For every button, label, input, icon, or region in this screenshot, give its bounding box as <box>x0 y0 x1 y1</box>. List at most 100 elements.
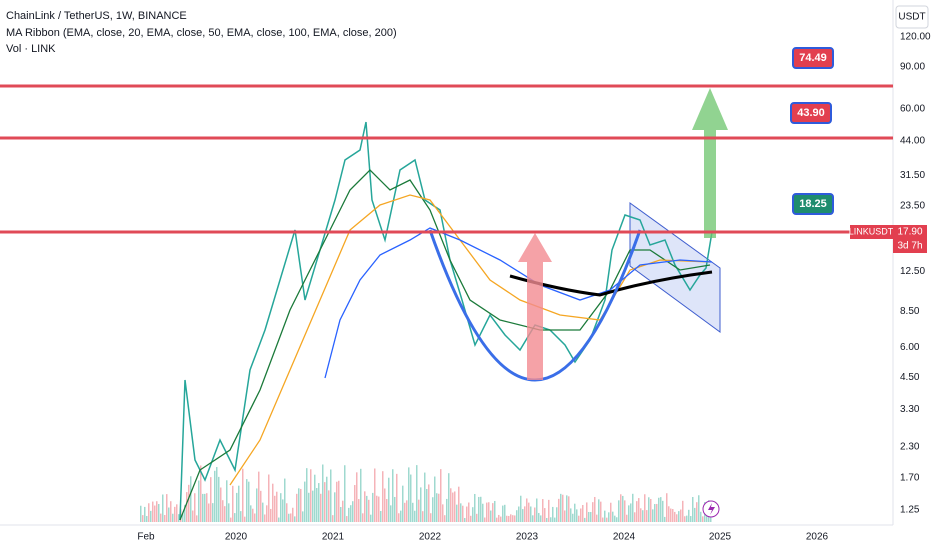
volume-bar <box>448 473 450 522</box>
volume-bar <box>550 517 552 522</box>
volume-bar <box>238 485 240 522</box>
volume-bar <box>676 514 678 522</box>
price-tag <box>893 225 927 253</box>
volume-bar <box>610 502 612 522</box>
level-label: 43.90 <box>797 107 825 119</box>
volume-bar <box>476 513 478 522</box>
volume-bar <box>494 500 496 522</box>
volume-bar <box>164 514 166 522</box>
volume-bar <box>644 494 646 522</box>
price-tag-value: 17.90 <box>897 227 922 238</box>
volume-bar <box>388 477 390 522</box>
volume-bar <box>268 474 270 522</box>
price-label: 23.50 <box>900 201 925 212</box>
volume-bar <box>386 499 388 522</box>
volume-bar <box>484 517 486 522</box>
price-label: 90.00 <box>900 61 925 72</box>
volume-bar <box>144 506 146 522</box>
volume-bar <box>618 500 620 522</box>
volume-bar <box>384 488 386 522</box>
volume-bar <box>158 503 160 522</box>
volume-bar <box>336 481 338 522</box>
volume-bar <box>424 472 426 522</box>
volume-bar <box>690 516 692 522</box>
volume-bar <box>452 492 454 522</box>
volume-bar <box>236 492 238 522</box>
volume-bar <box>530 506 532 522</box>
volume-bar <box>696 502 698 522</box>
volume-bar <box>394 496 396 522</box>
volume-bar <box>528 502 530 522</box>
volume-bar <box>668 506 670 522</box>
volume-bar <box>420 487 422 522</box>
volume-bar <box>324 482 326 522</box>
volume-bar <box>342 500 344 522</box>
level-badge <box>790 102 832 124</box>
volume-bar <box>168 507 170 522</box>
price-line <box>179 121 713 521</box>
volume-bar <box>198 480 200 522</box>
volume-bar <box>480 496 482 522</box>
volume-bar <box>650 498 652 522</box>
volume-bar <box>318 483 320 522</box>
currency-button[interactable] <box>895 5 929 29</box>
volume-bar <box>374 468 376 522</box>
volume-bar <box>576 509 578 522</box>
volume-bar <box>642 510 644 522</box>
volume-bar <box>674 511 676 522</box>
volume-bar <box>250 505 252 522</box>
volume-bar <box>468 502 470 522</box>
volume-bar <box>548 499 550 522</box>
level-label: 74.49 <box>799 52 827 64</box>
volume-bar <box>566 495 568 522</box>
channel <box>629 202 721 333</box>
volume-bar <box>300 488 302 522</box>
volume-bar <box>434 476 436 522</box>
volume-bar <box>408 467 410 522</box>
volume-bar <box>552 506 554 522</box>
volume-bar <box>446 498 448 522</box>
volume-bar <box>156 501 158 522</box>
volume-bar <box>534 507 536 522</box>
volume-bar <box>402 485 404 522</box>
volume-bar <box>218 476 220 522</box>
volume-bar <box>392 469 394 522</box>
volume-bar <box>510 514 512 522</box>
volume-bar <box>612 511 614 522</box>
volume-bar <box>396 473 398 522</box>
volume-bar <box>182 513 184 522</box>
volume-bar <box>200 465 202 522</box>
volume-bar <box>582 505 584 522</box>
volume-bar <box>426 488 428 522</box>
volume-bar <box>260 490 262 522</box>
volume-bar <box>298 488 300 522</box>
volume-bar <box>364 491 366 522</box>
volume-bar <box>368 499 370 522</box>
volume-bar <box>656 503 658 522</box>
volume-bar <box>334 492 336 522</box>
volume-bar <box>502 505 504 522</box>
currency-label[interactable]: USDT <box>898 12 925 23</box>
volume-bar <box>358 499 360 522</box>
volume-bar <box>660 497 662 522</box>
volume-bar <box>148 503 150 522</box>
volume-bar <box>186 492 188 522</box>
volume-bar <box>498 514 500 522</box>
volume-bar <box>214 470 216 522</box>
volume-bar <box>262 502 264 522</box>
volume-bar <box>430 513 432 522</box>
volume-bar <box>400 510 402 522</box>
volume-bar <box>348 507 350 522</box>
volume-bar <box>194 493 196 522</box>
volume-bar <box>472 507 474 522</box>
volume-bar <box>410 474 412 522</box>
symbol-tag <box>850 225 893 239</box>
volume-bar <box>254 513 256 522</box>
volume-bar <box>664 516 666 522</box>
up-arrow-green <box>692 88 728 238</box>
volume-bar <box>282 499 284 522</box>
level-label: 18.25 <box>799 198 827 210</box>
volume-bar <box>296 493 298 522</box>
volume-bar <box>422 511 424 522</box>
volume-bar <box>240 511 242 522</box>
